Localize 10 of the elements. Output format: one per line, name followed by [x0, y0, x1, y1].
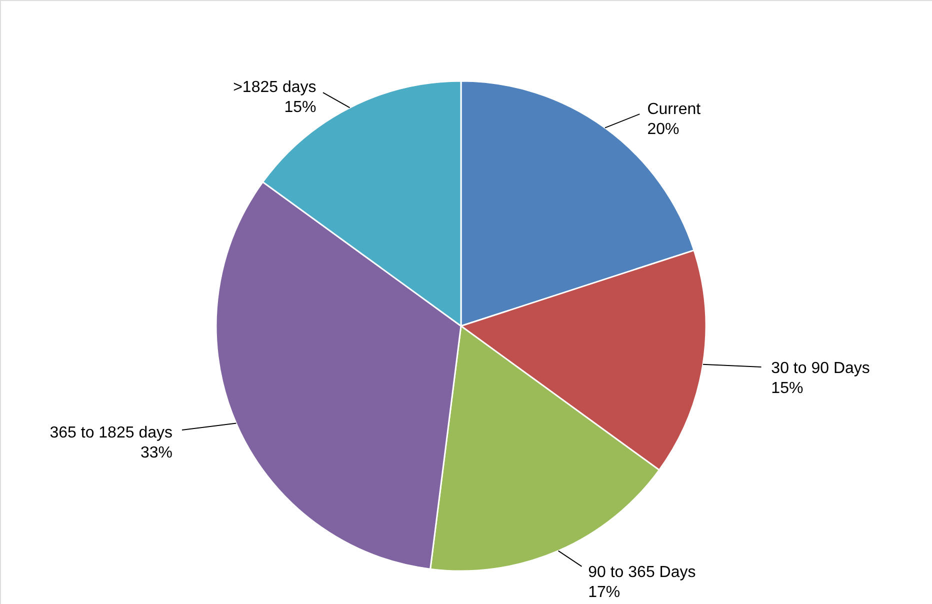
slice-label: Current — [647, 101, 702, 118]
data-label: 15% — [771, 380, 804, 397]
data-label: 17% — [588, 584, 620, 601]
data-label: 33% — [140, 444, 172, 462]
slice-label: 90 to 365 Days — [588, 564, 696, 581]
data-label: 15% — [284, 99, 316, 116]
slice-label: >1825 days — [233, 79, 316, 96]
slice-label: 365 to 1825 days — [50, 424, 172, 442]
slice-label: 30 to 90 Days — [771, 360, 870, 377]
data-label: 20% — [647, 121, 680, 138]
